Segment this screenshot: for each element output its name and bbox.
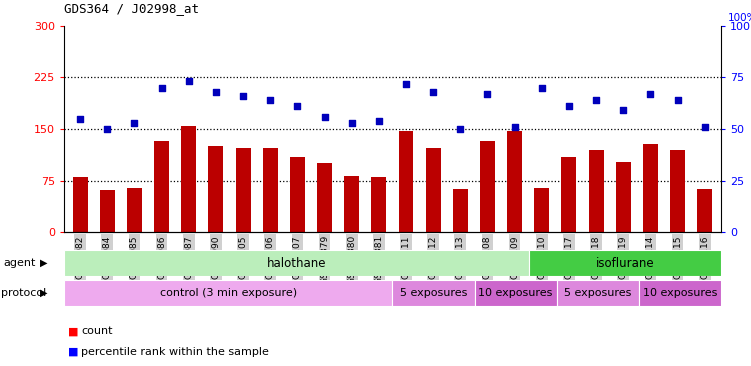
Bar xyxy=(344,176,359,232)
Point xyxy=(644,91,656,97)
Bar xyxy=(64,250,529,276)
Bar xyxy=(154,141,169,232)
Point xyxy=(128,120,140,126)
Bar xyxy=(562,157,576,232)
Bar xyxy=(399,131,414,232)
Point xyxy=(400,81,412,86)
Bar xyxy=(643,144,658,232)
Bar xyxy=(371,177,386,232)
Point xyxy=(617,108,629,113)
Point xyxy=(264,97,276,103)
Text: agent: agent xyxy=(4,258,36,268)
Bar xyxy=(236,148,251,232)
Point xyxy=(508,124,520,130)
Point xyxy=(563,103,575,109)
Bar xyxy=(697,189,712,232)
Bar xyxy=(209,146,223,232)
Bar xyxy=(127,188,142,232)
Text: ■: ■ xyxy=(68,326,78,336)
Point xyxy=(210,89,222,95)
Text: ▶: ▶ xyxy=(40,288,47,298)
Bar xyxy=(670,150,685,232)
Text: isoflurane: isoflurane xyxy=(596,257,654,270)
Bar xyxy=(263,148,278,232)
Text: 5 exposures: 5 exposures xyxy=(564,288,632,298)
Bar xyxy=(480,141,495,232)
Text: 10 exposures: 10 exposures xyxy=(478,288,553,298)
Text: ▶: ▶ xyxy=(40,258,47,268)
Point xyxy=(372,118,385,124)
Bar xyxy=(317,164,332,232)
Point xyxy=(427,89,439,95)
Point xyxy=(698,124,710,130)
Bar xyxy=(392,280,475,306)
Text: halothane: halothane xyxy=(267,257,327,270)
Bar xyxy=(589,150,604,232)
Bar xyxy=(181,126,196,232)
Text: percentile rank within the sample: percentile rank within the sample xyxy=(81,347,269,357)
Point xyxy=(182,79,195,85)
Text: 10 exposures: 10 exposures xyxy=(643,288,717,298)
Bar xyxy=(426,148,441,232)
Point xyxy=(155,85,167,91)
Bar xyxy=(100,190,115,232)
Bar xyxy=(534,188,549,232)
Text: protocol: protocol xyxy=(1,288,46,298)
Point xyxy=(590,97,602,103)
Point xyxy=(237,93,249,99)
Bar xyxy=(453,189,468,232)
Point xyxy=(101,126,113,132)
Point xyxy=(74,116,86,122)
Point xyxy=(454,126,466,132)
Bar xyxy=(73,177,88,232)
Bar xyxy=(507,131,522,232)
Bar xyxy=(616,162,631,232)
Bar xyxy=(475,280,556,306)
Bar xyxy=(639,280,721,306)
Bar xyxy=(64,280,392,306)
Point xyxy=(318,114,330,120)
Point xyxy=(535,85,547,91)
Text: GDS364 / J02998_at: GDS364 / J02998_at xyxy=(64,2,199,15)
Text: 5 exposures: 5 exposures xyxy=(400,288,467,298)
Text: ■: ■ xyxy=(68,347,78,357)
Point xyxy=(345,120,357,126)
Text: control (3 min exposure): control (3 min exposure) xyxy=(159,288,297,298)
Point xyxy=(291,103,303,109)
Point xyxy=(481,91,493,97)
Text: 100%: 100% xyxy=(728,13,751,23)
Point xyxy=(671,97,683,103)
Bar xyxy=(290,157,305,232)
Text: count: count xyxy=(81,326,113,336)
Bar xyxy=(556,280,639,306)
Bar xyxy=(529,250,721,276)
